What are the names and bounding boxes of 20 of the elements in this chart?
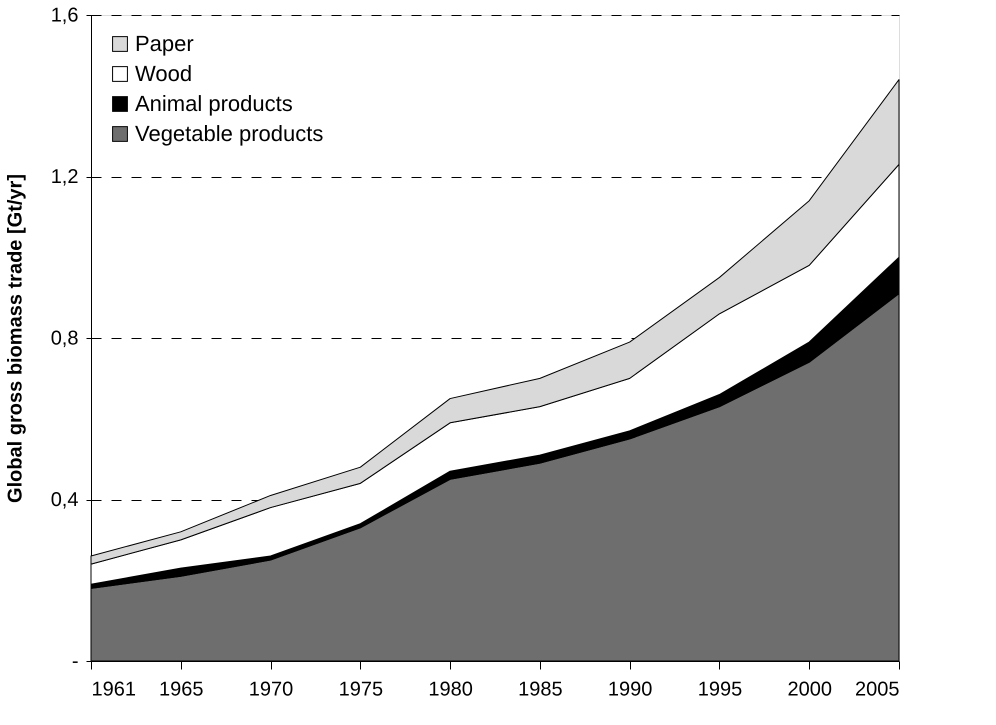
legend-label: Wood (135, 61, 192, 86)
x-tick-label: 1965 (159, 678, 204, 700)
x-tick-label: 1970 (248, 678, 294, 700)
x-tick-label: 2000 (787, 678, 832, 700)
x-tick-label: 1975 (338, 678, 384, 700)
y-tick-label: - (72, 650, 78, 672)
x-tick-label: 1961 (92, 678, 136, 700)
legend-label: Vegetable products (135, 121, 324, 146)
x-tick-label: 1990 (608, 678, 652, 700)
y-tick-label: 1,2 (50, 166, 78, 188)
x-tick-label: 1985 (518, 678, 563, 700)
x-tick-label: 1995 (698, 678, 742, 700)
x-tick-label: 2005 (855, 678, 900, 700)
y-axis-title: Global gross biomass trade [Gt/yr] (4, 174, 27, 503)
y-tick-label: 0,8 (50, 328, 78, 350)
legend-label: Animal products (135, 91, 293, 116)
y-tick-label: 1,6 (50, 4, 78, 26)
y-tick-label: 0,4 (50, 489, 78, 511)
legend-label: Paper (135, 31, 194, 56)
x-tick-label: 1980 (428, 678, 473, 700)
